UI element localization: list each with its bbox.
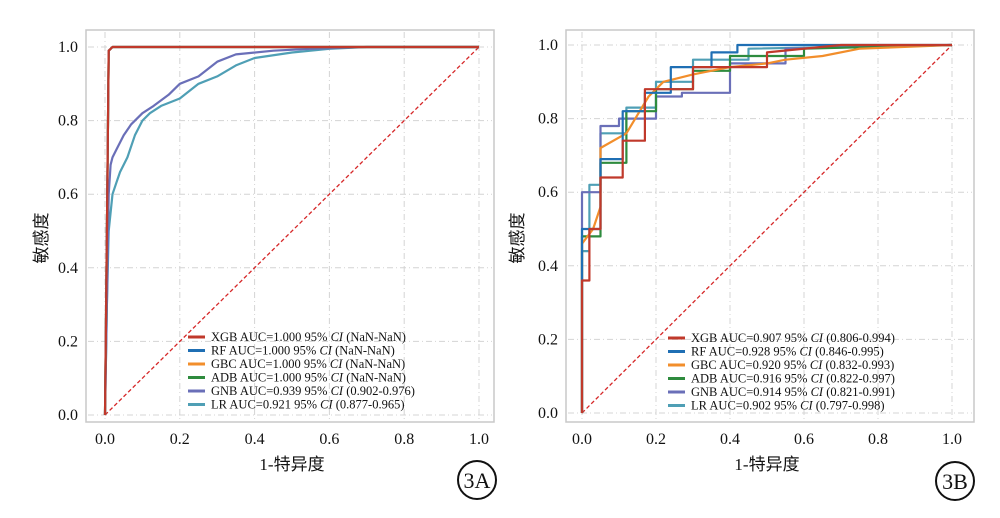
legend-label-adb: ADB AUC=1.000 95% CI (NaN-NaN) xyxy=(211,371,406,385)
x-tick-label: 0.4 xyxy=(720,431,740,448)
y-tick-label: 0.4 xyxy=(538,258,558,275)
chance-diagonal-line xyxy=(104,46,480,416)
chance-diagonal-line xyxy=(581,44,953,414)
y-tick-label: 1.0 xyxy=(58,39,78,56)
legend-label-gbc: GBC AUC=0.920 95% CI (0.832-0.993) xyxy=(691,358,894,372)
y-tick-label: 0.0 xyxy=(538,405,558,422)
legend-label-lr: LR AUC=0.902 95% CI (0.797-0.998) xyxy=(691,399,885,413)
y-tick-label: 0.8 xyxy=(538,111,558,128)
legend-label-lr: LR AUC=0.921 95% CI (0.877-0.965) xyxy=(211,398,405,412)
y-tick-label: 0.4 xyxy=(58,260,78,277)
x-tick-label: 0.2 xyxy=(170,431,190,448)
legend-label-adb: ADB AUC=0.916 95% CI (0.822-0.997) xyxy=(691,372,895,386)
x-tick-label: 0.0 xyxy=(572,431,592,448)
y-tick-label: 0.6 xyxy=(58,186,78,203)
x-tick-label: 0.6 xyxy=(319,431,339,448)
y-axis-label: 敏感度 xyxy=(32,213,51,264)
x-tick-label: 0.8 xyxy=(868,431,888,448)
roc-panel-3A: 0.0 0.2 0.4 0.6 0.8 1.0 0.0 0.2 0.4 0.6 0.8 1.0 1-特异… xyxy=(32,29,497,500)
panel-badge-label: 3A xyxy=(464,468,491,493)
y-tick-label: 0.0 xyxy=(58,407,78,424)
x-tick-label: 1.0 xyxy=(469,431,489,448)
panel-badge-label: 3B xyxy=(942,469,968,494)
panel-badge-circle xyxy=(935,461,975,501)
plot-frame xyxy=(565,29,975,423)
y-tick-label: 0.8 xyxy=(58,113,78,130)
y-tick-label: 1.0 xyxy=(538,37,558,54)
x-tick-label: 0.4 xyxy=(245,431,265,448)
x-tick-label: 1.0 xyxy=(942,431,962,448)
legend-label-xgb: XGB AUC=1.000 95% CI (NaN-NaN) xyxy=(211,330,406,344)
plot-frame xyxy=(85,29,495,423)
panel-badge-circle xyxy=(457,460,497,500)
legend-label-gbc: GBC AUC=1.000 95% CI (NaN-NaN) xyxy=(211,357,405,371)
legend-label-rf: RF AUC=0.928 95% CI (0.846-0.995) xyxy=(691,345,884,359)
y-axis-label: 敏感度 xyxy=(508,213,527,264)
roc-curve-lr xyxy=(103,45,479,416)
roc-curve-xgb xyxy=(580,43,952,413)
x-tick-label: 0.2 xyxy=(646,431,666,448)
legend-label-gnb: GNB AUC=0.939 95% CI (0.902-0.976) xyxy=(211,384,415,398)
y-tick-label: 0.2 xyxy=(538,331,558,348)
x-axis-label: 1-特异度 xyxy=(734,455,799,474)
roc-curve-gnb xyxy=(103,45,479,416)
roc-curve-gbc xyxy=(580,43,953,413)
roc-panel-3B: 0.0 0.2 0.4 0.6 0.8 1.0 0.0 0.2 0.4 0.6 0.8 1.0 1-特异… xyxy=(508,29,975,501)
x-axis-label: 1-特异度 xyxy=(259,455,324,474)
x-tick-label: 0.0 xyxy=(95,431,115,448)
y-tick-label: 0.6 xyxy=(538,184,558,201)
y-tick-label: 0.2 xyxy=(58,333,78,350)
legend-label-rf: RF AUC=1.000 95% CI (NaN-NaN) xyxy=(211,344,395,358)
legend-label-gnb: GNB AUC=0.914 95% CI (0.821-0.991) xyxy=(691,385,895,399)
legend-label-xgb: XGB AUC=0.907 95% CI (0.806-0.994) xyxy=(691,331,895,345)
x-tick-label: 0.6 xyxy=(794,431,814,448)
roc-curve-xgb xyxy=(103,45,479,416)
x-tick-label: 0.8 xyxy=(394,431,414,448)
